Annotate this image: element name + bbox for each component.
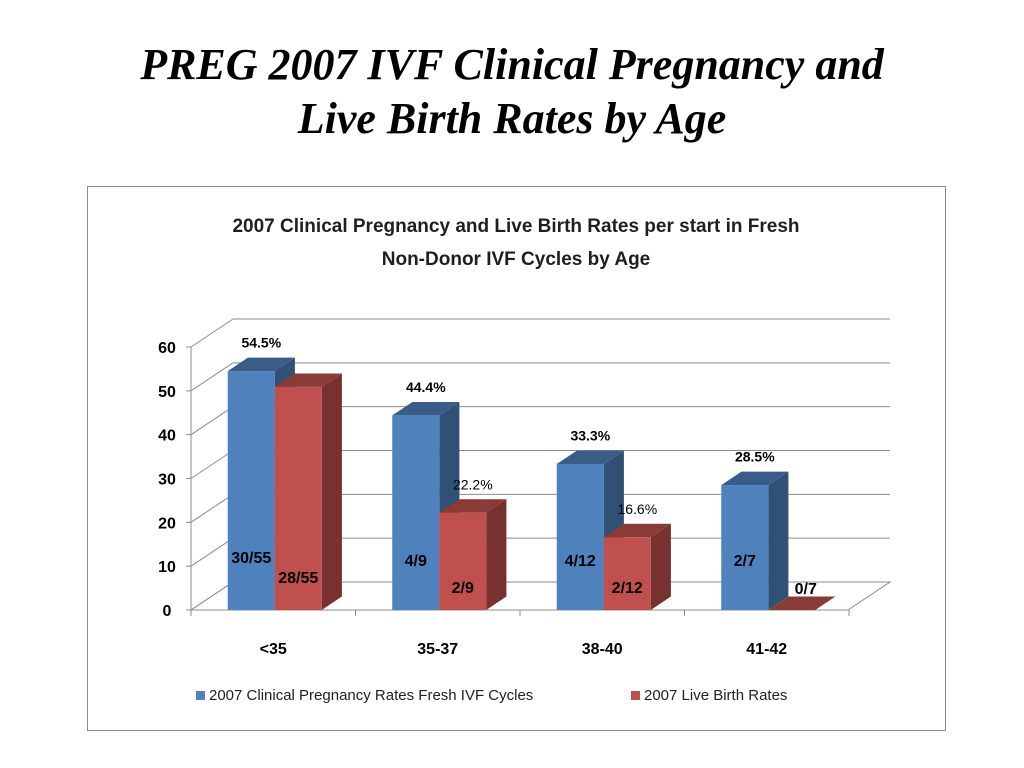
bar-top [274, 373, 342, 387]
y-tick-label: 50 [158, 384, 176, 401]
bar-top [556, 450, 624, 465]
bar-top [227, 357, 295, 372]
bar-value-label: 16.6% [617, 501, 657, 517]
bar-pregnancy-2 [556, 450, 624, 610]
side-grid-3 [190, 450, 234, 479]
bar-fraction-label: 28/55 [278, 570, 318, 587]
bar-top [768, 596, 836, 610]
bar-value-label: 28.5% [735, 449, 775, 465]
chart-title-line-1: 2007 Clinical Pregnancy and Live Birth R… [232, 216, 799, 237]
bar-side [321, 373, 342, 610]
side-grid-2 [190, 493, 234, 523]
chart-frame: 2007 Clinical Pregnancy and Live Birth R… [87, 186, 946, 731]
bar-livebirth-0 [274, 373, 342, 610]
y-tick-label: 10 [158, 559, 176, 576]
bar-side [650, 523, 671, 610]
side-grid-5 [190, 362, 234, 392]
bar-front [556, 464, 604, 610]
bar-top [439, 499, 507, 513]
y-tick-label: 30 [158, 472, 176, 489]
bar-side [768, 471, 789, 610]
side-grid-1 [190, 537, 234, 567]
bar-top [603, 523, 671, 538]
side-grid-6 [190, 318, 234, 348]
legend-label: 2007 Live Birth Rates [644, 687, 787, 704]
x-tick-label: 41-42 [746, 641, 787, 658]
bar-side [486, 499, 507, 610]
bar-fraction-label: 30/55 [231, 550, 271, 567]
bar-livebirth-3 [768, 596, 836, 610]
chart-title-line-2: Non-Donor IVF Cycles by Age [382, 249, 651, 270]
bar-front [603, 537, 651, 610]
y-tick-label: 40 [158, 428, 176, 445]
x-tick-label: 35-37 [417, 641, 458, 658]
x-tick-label: 38-40 [582, 641, 623, 658]
chart-canvas: 2007 Clinical Pregnancy and Live Birth R… [158, 216, 892, 704]
bar-top [721, 471, 789, 486]
y-tick-label: 20 [158, 515, 176, 532]
x-tick-label: <35 [260, 641, 287, 658]
bar-fraction-label: 4/9 [405, 553, 427, 570]
legend-label: 2007 Clinical Pregnancy Rates Fresh IVF … [209, 687, 533, 704]
slide-title-line-1: PREG 2007 IVF Clinical Pregnancy and [140, 40, 884, 89]
legend: 2007 Clinical Pregnancy Rates Fresh IVF … [196, 687, 787, 704]
bar-livebirth-2 [603, 523, 671, 610]
bar-value-label: 54.5% [241, 335, 281, 351]
legend-swatch [196, 691, 205, 700]
bar-front [274, 386, 322, 610]
bar-front [227, 371, 275, 610]
bar-fraction-label: 2/7 [734, 553, 756, 570]
bar-value-label: 22.2% [453, 476, 493, 492]
bar-fraction-label: 2/9 [452, 580, 474, 597]
bar-top [392, 401, 460, 416]
slide-title: PREG 2007 IVF Clinical Pregnancy and Liv… [0, 38, 1024, 146]
bar-pregnancy-3 [721, 471, 789, 610]
bar-value-label: 33.3% [570, 428, 610, 444]
bar-front [392, 415, 440, 610]
bar-front [439, 512, 487, 610]
slide-title-line-2: Live Birth Rates by Age [297, 94, 727, 143]
y-tick-label: 0 [163, 603, 172, 620]
bar-livebirth-1 [439, 499, 507, 610]
bar-fraction-label: 4/12 [565, 553, 596, 570]
bar-value-label: 44.4% [406, 379, 446, 395]
side-grid-4 [190, 406, 234, 436]
bar-fraction-label: 2/12 [612, 580, 643, 597]
legend-swatch [631, 691, 640, 700]
bar-front [721, 485, 769, 610]
y-tick-label: 60 [158, 340, 176, 357]
bar-fraction-label: 0/7 [795, 581, 817, 598]
